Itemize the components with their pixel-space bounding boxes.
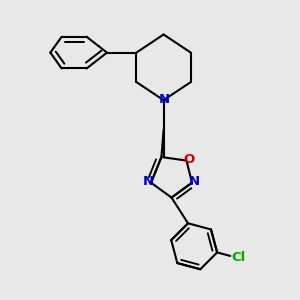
Text: N: N [143,175,154,188]
Text: O: O [184,153,195,166]
Text: Cl: Cl [231,250,246,264]
Text: N: N [189,175,200,188]
Text: N: N [159,93,170,106]
